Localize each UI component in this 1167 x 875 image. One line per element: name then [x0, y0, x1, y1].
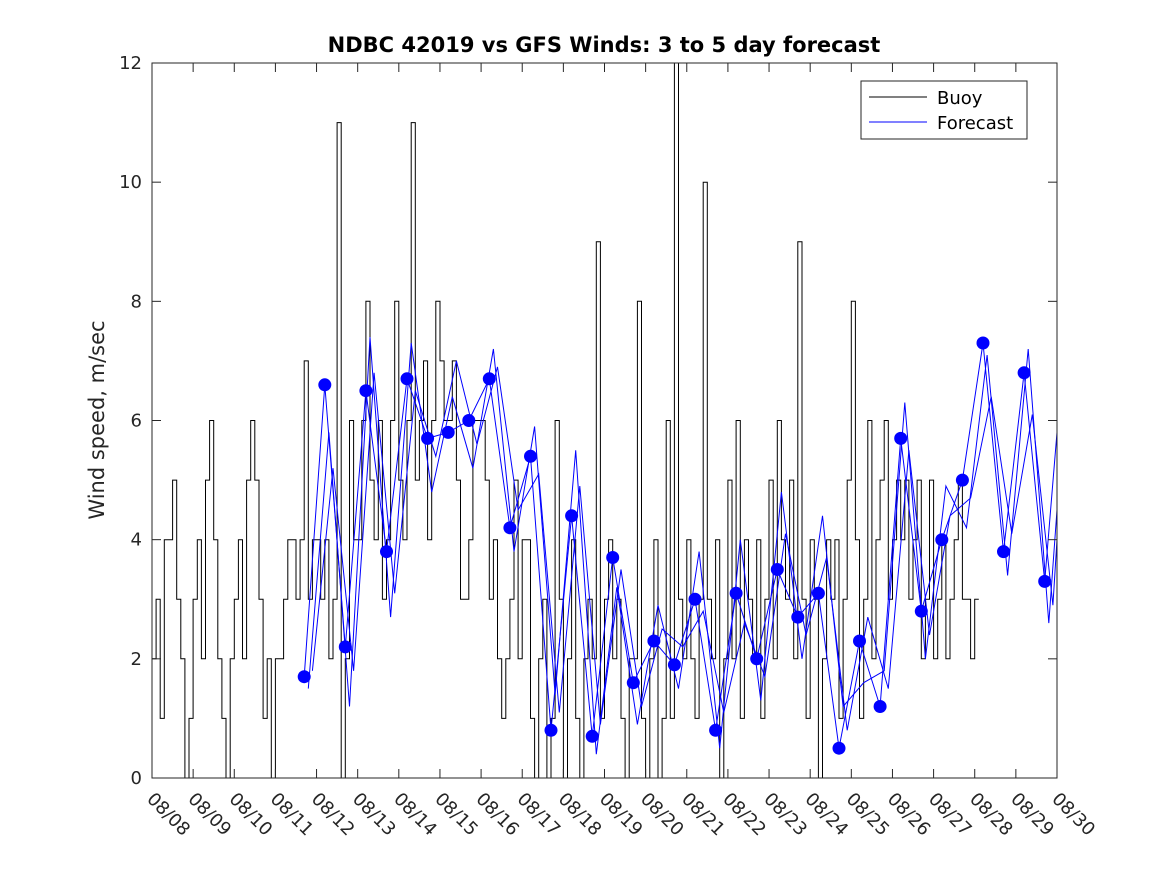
chart-title: NDBC 42019 vs GFS Winds: 3 to 5 day fore… — [328, 33, 881, 57]
x-tick-label: 08/16 — [472, 789, 524, 841]
x-tick-label: 08/13 — [348, 789, 400, 841]
forecast-marker — [544, 723, 558, 737]
y-axis-label: Wind speed, m/sec — [85, 320, 109, 519]
x-tick-label: 08/09 — [184, 789, 236, 841]
forecast-marker — [894, 431, 908, 445]
x-tick-label: 08/08 — [142, 789, 194, 841]
y-axis: 0 2 4 6 8 10 12 — [119, 53, 1057, 789]
legend-buoy-label: Buoy — [937, 88, 983, 109]
forecast-marker — [441, 425, 455, 439]
forecast-marker — [482, 372, 496, 386]
forecast-marker — [667, 658, 681, 672]
forecast-marker — [524, 449, 537, 463]
y-tick-label: 8 — [131, 291, 142, 312]
forecast-marker — [750, 652, 764, 666]
forecast-marker — [585, 729, 599, 743]
y-tick-label: 2 — [131, 649, 142, 670]
x-tick-label: 08/28 — [965, 789, 1017, 841]
x-tick-label: 08/17 — [513, 789, 565, 841]
forecast-marker — [1017, 366, 1031, 380]
y-tick-label: 0 — [131, 768, 142, 789]
forecast-marker — [380, 545, 393, 559]
x-tick-label: 08/30 — [1047, 789, 1099, 841]
forecast-marker — [462, 414, 476, 427]
forecast-marker — [997, 545, 1010, 559]
x-tick-label: 08/24 — [801, 789, 853, 841]
forecast-marker — [421, 431, 435, 445]
x-tick-label: 08/27 — [924, 789, 976, 841]
forecast-marker — [647, 634, 661, 648]
y-tick-label: 6 — [131, 411, 142, 432]
x-tick-label: 08/22 — [718, 789, 770, 841]
forecast-marker — [1038, 574, 1052, 588]
forecast-marker — [791, 610, 805, 624]
forecast-marker — [976, 336, 990, 350]
forecast-marker — [359, 384, 373, 398]
x-tick-label: 08/10 — [225, 789, 277, 841]
forecast-marker — [832, 741, 846, 755]
y-tick-label: 10 — [119, 172, 142, 193]
legend: Buoy Forecast — [860, 80, 1028, 140]
forecast-marker — [853, 634, 866, 648]
forecast-marker — [297, 670, 311, 684]
forecast-marker — [709, 723, 723, 737]
x-tick-label: 08/23 — [760, 789, 812, 841]
x-tick-label: 08/25 — [842, 789, 894, 841]
forecast-marker — [565, 509, 579, 523]
x-tick-label: 08/20 — [636, 789, 688, 841]
forecast-marker — [400, 372, 414, 386]
forecast-marker — [914, 604, 928, 618]
forecast-marker — [770, 563, 784, 576]
forecast-marker — [873, 700, 887, 713]
forecast-marker — [338, 640, 352, 654]
forecast-marker — [626, 676, 640, 690]
forecast-marker — [811, 586, 825, 600]
x-tick-label: 08/14 — [389, 789, 441, 841]
forecast-marker — [318, 378, 332, 392]
forecast-series-line-2 — [307, 337, 1058, 755]
x-tick-label: 08/26 — [883, 789, 935, 841]
x-tick-label: 08/21 — [677, 789, 729, 841]
x-tick-label: 08/15 — [430, 789, 482, 841]
legend-box — [860, 80, 1028, 140]
x-tick-label: 08/29 — [1006, 789, 1058, 841]
x-tick-label: 08/11 — [266, 789, 318, 841]
legend-forecast-label: Forecast — [937, 113, 1013, 134]
y-tick-label: 12 — [119, 53, 142, 74]
forecast-marker — [606, 551, 620, 564]
x-tick-label: 08/19 — [595, 789, 647, 841]
series-layer — [152, 62, 1058, 779]
forecast-marker — [729, 586, 743, 600]
forecast-marker — [503, 521, 517, 535]
x-tick-label: 08/12 — [307, 789, 359, 841]
forecast-marker — [935, 533, 949, 547]
forecast-marker — [688, 592, 702, 606]
y-tick-label: 4 — [131, 530, 142, 551]
forecast-marker — [955, 473, 969, 487]
x-tick-label: 08/18 — [554, 789, 606, 841]
